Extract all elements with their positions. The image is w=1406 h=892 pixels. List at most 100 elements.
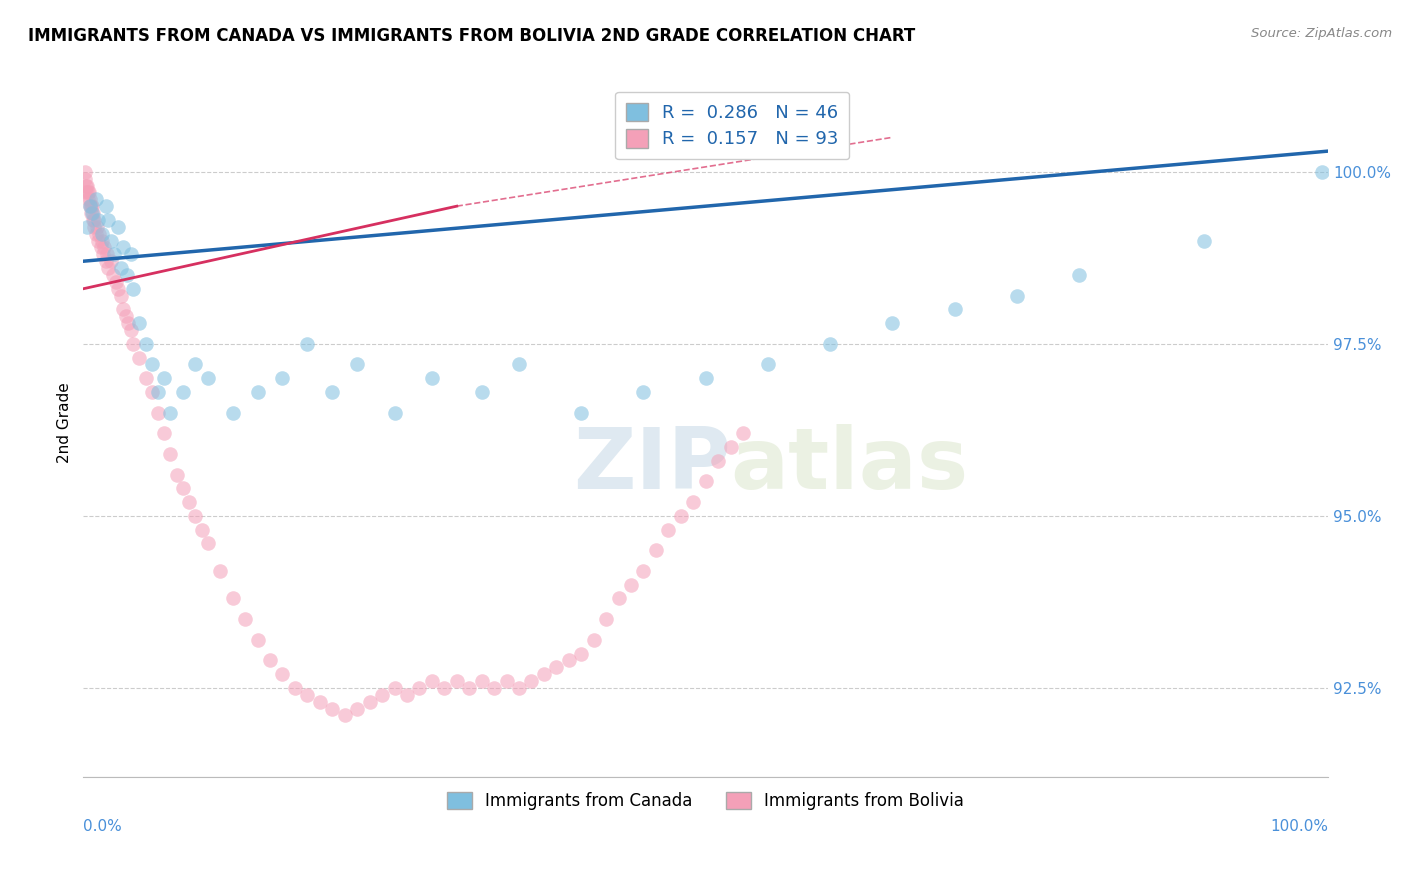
Point [720,440,742,454]
Point [633,384,655,399]
Point [384,681,406,695]
Point [96,247,118,261]
Point [128,351,150,365]
Point [420,673,443,688]
Text: atlas: atlas [731,424,969,507]
Legend: Immigrants from Canada, Immigrants from Bolivia: Immigrants from Canada, Immigrants from … [439,784,973,819]
Point [146,406,169,420]
Point [135,336,157,351]
Point [75,186,97,200]
Point [172,384,194,399]
Point [197,536,219,550]
Point [645,543,668,558]
Point [83,219,105,234]
Point [233,612,256,626]
Point [595,612,617,626]
Point [107,219,129,234]
Point [75,171,97,186]
Point [104,275,127,289]
Point [141,384,163,399]
Point [100,254,122,268]
Point [94,199,117,213]
Point [91,234,114,248]
Point [731,426,754,441]
Point [82,213,104,227]
Point [271,667,294,681]
Point [359,695,381,709]
Point [122,282,145,296]
Point [135,371,157,385]
Text: Source: ZipAtlas.com: Source: ZipAtlas.com [1251,27,1392,40]
Point [271,371,294,385]
Point [84,192,107,206]
Point [297,688,319,702]
Point [408,681,430,695]
Point [141,358,163,372]
Y-axis label: 2nd Grade: 2nd Grade [58,383,72,463]
Point [76,178,98,193]
Point [76,219,98,234]
Point [80,199,103,213]
Point [115,268,138,282]
Point [128,316,150,330]
Point [107,282,129,296]
Point [308,695,330,709]
Point [818,336,841,351]
Text: ZIP: ZIP [572,424,731,507]
Point [146,384,169,399]
Point [1005,288,1028,302]
Point [633,564,655,578]
Point [90,240,112,254]
Point [482,681,505,695]
Point [1069,268,1091,282]
Point [82,206,104,220]
Point [122,336,145,351]
Point [87,213,110,227]
Point [89,227,111,241]
Text: 100.0%: 100.0% [1270,819,1329,834]
Point [93,240,115,254]
Point [80,206,103,220]
Point [520,673,543,688]
Point [333,708,356,723]
Point [209,564,232,578]
Point [508,681,530,695]
Point [166,467,188,482]
Point [91,227,114,241]
Point [1310,165,1333,179]
Point [83,213,105,227]
Point [569,406,592,420]
Point [882,316,904,330]
Point [471,673,494,688]
Point [446,673,468,688]
Point [508,358,530,372]
Point [420,371,443,385]
Point [433,681,456,695]
Point [558,653,581,667]
Point [110,261,132,276]
Point [190,523,212,537]
Point [153,426,176,441]
Point [184,358,207,372]
Point [79,192,101,206]
Point [75,178,97,193]
Text: IMMIGRANTS FROM CANADA VS IMMIGRANTS FROM BOLIVIA 2ND GRADE CORRELATION CHART: IMMIGRANTS FROM CANADA VS IMMIGRANTS FRO… [28,27,915,45]
Point [607,591,630,606]
Point [77,192,100,206]
Point [221,406,243,420]
Point [582,632,605,647]
Point [346,358,368,372]
Point [321,384,343,399]
Point [495,673,517,688]
Point [346,701,368,715]
Point [117,316,139,330]
Point [246,384,269,399]
Point [297,336,319,351]
Point [153,371,176,385]
Point [114,310,136,324]
Point [159,406,181,420]
Point [97,213,120,227]
Point [79,199,101,213]
Point [943,302,966,317]
Point [159,447,181,461]
